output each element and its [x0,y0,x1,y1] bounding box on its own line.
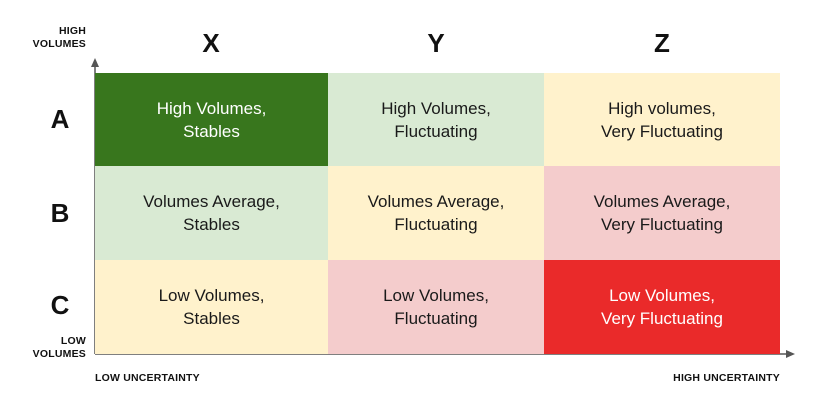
y-axis-low-label: LOW VOLUMES [32,335,86,360]
cell-b-x: Volumes Average, Stables [95,166,328,260]
cell-c-x-label: Low Volumes, Stables [158,286,265,328]
column-header-z: Z [654,28,670,58]
row-header-a: A [50,104,70,134]
cell-c-x: Low Volumes, Stables [95,260,328,354]
cell-a-x-label: High Volumes, Stables [156,98,267,141]
cell-c-y-label: Low Volumes, Fluctuating [383,286,489,328]
cell-c-y: Low Volumes, Fluctuating [328,260,544,354]
cell-b-y-label: Volumes Average, Fluctuating [367,192,505,234]
cell-a-y-label: High Volumes, Fluctuating [381,98,491,141]
cell-a-x: High Volumes, Stables [95,73,328,166]
x-axis-arrow-icon [786,350,795,358]
cell-a-y: High Volumes, Fluctuating [328,73,544,166]
row-header-c: C [50,290,70,320]
y-axis-arrow-icon [91,58,99,67]
row-header-b: B [50,198,70,228]
cell-b-x-label: Volumes Average, Stables [143,192,280,234]
cell-b-y: Volumes Average, Fluctuating [328,166,544,260]
cell-c-z: Low Volumes, Very Fluctuating [544,260,780,354]
cell-c-z-label: Low Volumes, Very Fluctuating [601,286,723,328]
cell-a-z: High volumes, Very Fluctuating [544,73,780,166]
cell-b-z-label: Volumes Average, Very Fluctuating [593,192,731,234]
cell-b-z: Volumes Average, Very Fluctuating [544,166,780,260]
x-axis-low-label: LOW UNCERTAINTY [95,372,200,384]
column-header-x: X [202,28,220,58]
y-axis-high-label: HIGH VOLUMES [32,25,86,50]
cell-a-z-label: High volumes, Very Fluctuating [601,98,723,141]
x-axis-high-label: HIGH UNCERTAINTY [673,372,780,384]
matrix-grid: High Volumes, Stables High Volumes, Fluc… [95,73,780,354]
column-header-y: Y [427,28,445,58]
